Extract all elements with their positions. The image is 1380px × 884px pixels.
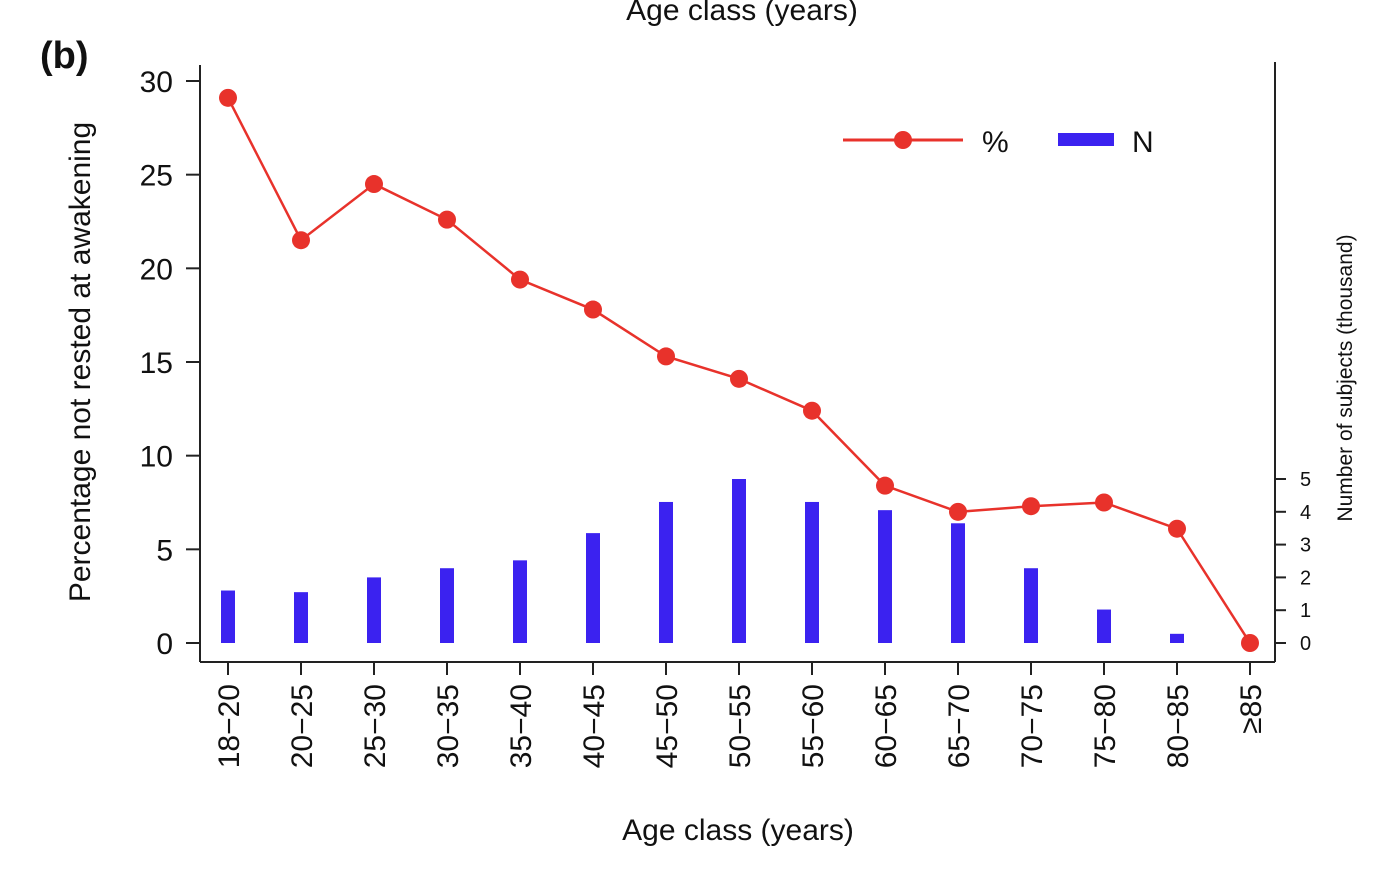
x-tick-label-8: 55−60 <box>797 684 830 768</box>
legend-bar-swatch <box>1058 133 1114 146</box>
point-5 <box>584 300 602 319</box>
y-ticks-left: 0 5 10 15 20 25 30 <box>140 66 200 661</box>
point-7 <box>730 369 748 388</box>
point-12 <box>1095 493 1113 512</box>
point-2 <box>365 175 383 194</box>
bar-9 <box>878 510 892 643</box>
y-tick-label-left-0: 0 <box>156 628 173 661</box>
point-4 <box>511 270 529 289</box>
point-3 <box>438 210 456 229</box>
x-ticks: 18−20 20−25 25−30 30−35 35−40 40−45 45−50 50−55… <box>213 662 1268 768</box>
point-9 <box>876 476 894 495</box>
bar-1 <box>294 592 308 643</box>
x-tick-label-7: 50−55 <box>724 684 757 768</box>
panel-label: (b) <box>40 35 89 77</box>
bar-2 <box>367 577 381 643</box>
x-tick-label-11: 70−75 <box>1016 684 1049 768</box>
bar-4 <box>513 560 527 643</box>
x-tick-label-4: 35−40 <box>505 684 538 768</box>
y-ticks-right: 0 1 2 3 4 5 <box>1275 469 1311 655</box>
legend-point-swatch <box>894 131 912 149</box>
x-tick-label-14: ≥85 <box>1235 684 1268 734</box>
point-6 <box>657 347 675 366</box>
axes-layer <box>199 62 1276 663</box>
y-tick-label-left-6: 30 <box>140 66 173 99</box>
y-tick-label-left-4: 20 <box>140 253 173 286</box>
x-tick-label-9: 60−65 <box>870 684 903 768</box>
y-tick-label-right-5: 5 <box>1300 469 1311 491</box>
point-8 <box>803 401 821 420</box>
point-11 <box>1022 497 1040 516</box>
x-tick-label-13: 80−85 <box>1162 684 1195 768</box>
x-tick-label-12: 75−80 <box>1089 684 1122 768</box>
bar-6 <box>659 501 673 643</box>
bar-12 <box>1097 609 1111 643</box>
bar-5 <box>586 533 600 643</box>
y-tick-label-right-0: 0 <box>1300 633 1311 655</box>
y-tick-label-right-2: 2 <box>1300 567 1311 589</box>
x-axis-title: Age class (years) <box>622 814 854 847</box>
point-14 <box>1241 634 1259 652</box>
point-1 <box>292 231 310 250</box>
y-tick-label-left-3: 15 <box>140 347 173 380</box>
x-tick-label-5: 40−45 <box>578 684 611 768</box>
legend-label-n: N <box>1132 126 1154 159</box>
y-axis-left-title: Percentage not rested at awakening <box>64 122 97 602</box>
top-title: Age class (years) <box>626 0 858 27</box>
x-tick-label-0: 18−20 <box>213 684 246 768</box>
legend-label-percent: % <box>982 126 1009 159</box>
x-tick-label-2: 25−30 <box>359 684 392 768</box>
point-13 <box>1168 519 1186 538</box>
point-10 <box>949 502 967 521</box>
point-0 <box>219 88 237 107</box>
legend: % N <box>843 126 1154 159</box>
bar-11 <box>1024 568 1038 643</box>
bars-layer <box>221 479 1257 643</box>
x-tick-label-1: 20−25 <box>286 684 319 768</box>
y-tick-label-right-1: 1 <box>1300 600 1311 622</box>
y-tick-label-right-3: 3 <box>1300 535 1311 557</box>
bar-10 <box>951 523 965 643</box>
x-tick-label-3: 30−35 <box>432 684 465 768</box>
bar-8 <box>805 501 819 643</box>
bar-3 <box>440 568 454 643</box>
points-layer <box>219 88 1259 652</box>
y-tick-label-left-5: 25 <box>140 160 173 193</box>
x-tick-label-6: 45−50 <box>651 684 684 768</box>
y-tick-label-left-2: 10 <box>140 441 173 474</box>
bar-0 <box>221 590 235 643</box>
y-tick-label-left-1: 5 <box>156 534 173 567</box>
bar-7 <box>732 479 746 643</box>
bar-13 <box>1170 633 1184 643</box>
y-axis-right-title: Number of subjects (thousand) <box>1334 234 1357 521</box>
x-tick-label-10: 65−70 <box>943 684 976 768</box>
y-tick-label-right-4: 4 <box>1300 502 1311 524</box>
